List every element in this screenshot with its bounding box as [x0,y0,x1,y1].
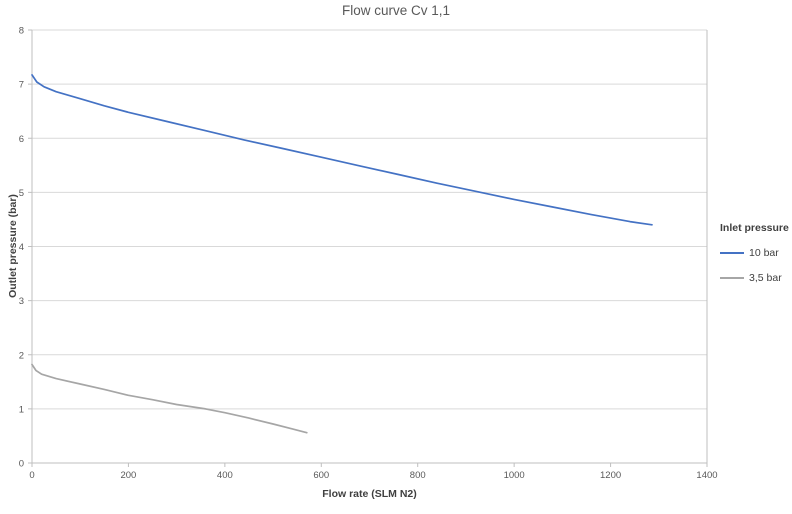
legend-line-sample-10-bar [720,252,744,254]
x-tick-label-1000: 1000 [504,470,525,481]
legend-title: Inlet pressure [720,222,789,234]
y-tick-label-2: 2 [19,350,24,361]
legend-line-sample-3-5-bar [720,277,744,279]
y-tick-label-8: 8 [19,26,24,37]
y-tick-label-3: 3 [19,296,24,307]
legend-label: 10 bar [749,247,779,259]
legend: Inlet pressure 10 bar 3,5 bar [720,222,792,297]
x-tick-label-800: 800 [410,470,426,481]
legend-item-10-bar: 10 bar [720,247,792,259]
legend-item-3-5-bar: 3,5 bar [720,272,792,284]
x-tick-label-0: 0 [29,470,34,481]
x-tick-label-200: 200 [120,470,136,481]
series-line-3-5-bar [31,363,308,434]
x-tick-label-400: 400 [217,470,233,481]
series-line-10-bar [31,74,653,226]
y-tick-label-0: 0 [19,459,24,470]
x-axis-title: Flow rate (SLM N2) [322,488,417,500]
y-tick-label-6: 6 [19,134,24,145]
chart-title: Flow curve Cv 1,1 [341,3,451,18]
y-tick-label-7: 7 [19,80,24,91]
y-tick-label-4: 4 [19,242,24,253]
y-axis-title: Outlet pressure (bar) [7,194,19,298]
y-tick-label-5: 5 [19,188,24,199]
x-tick-label-600: 600 [313,470,329,481]
x-tick-label-1400: 1400 [696,470,717,481]
legend-label: 3,5 bar [749,272,782,284]
x-tick-label-1200: 1200 [600,470,621,481]
y-tick-label-1: 1 [19,404,24,415]
